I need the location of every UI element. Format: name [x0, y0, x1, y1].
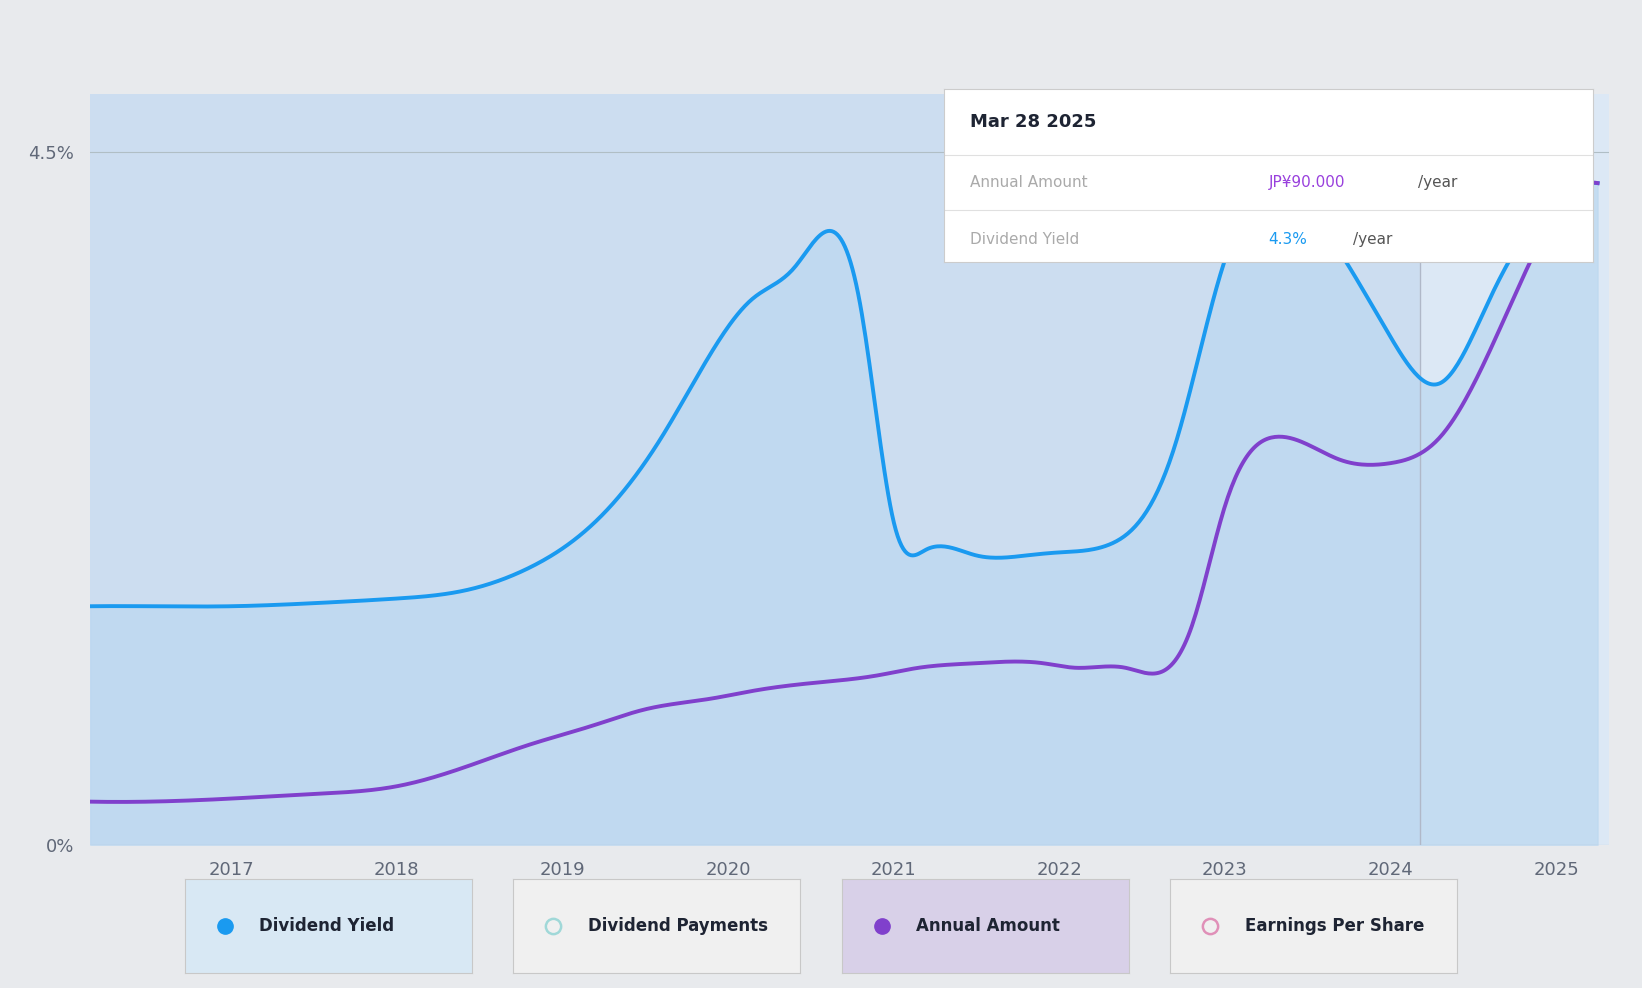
Text: JP¥90.000: JP¥90.000: [1269, 175, 1345, 190]
Text: Annual Amount: Annual Amount: [916, 917, 1061, 936]
Bar: [1420, 94, 1609, 845]
Text: Annual Amount: Annual Amount: [970, 175, 1087, 190]
Text: Mar 28 2025: Mar 28 2025: [970, 114, 1097, 131]
Text: Past: Past: [1437, 214, 1470, 229]
Text: Dividend Yield: Dividend Yield: [259, 917, 394, 936]
Text: Dividend Yield: Dividend Yield: [970, 232, 1079, 247]
Text: /year: /year: [1417, 175, 1456, 190]
Text: Earnings Per Share: Earnings Per Share: [1245, 917, 1424, 936]
Text: 4.3%: 4.3%: [1269, 232, 1307, 247]
Text: /year: /year: [1353, 232, 1392, 247]
Text: Dividend Payments: Dividend Payments: [588, 917, 768, 936]
